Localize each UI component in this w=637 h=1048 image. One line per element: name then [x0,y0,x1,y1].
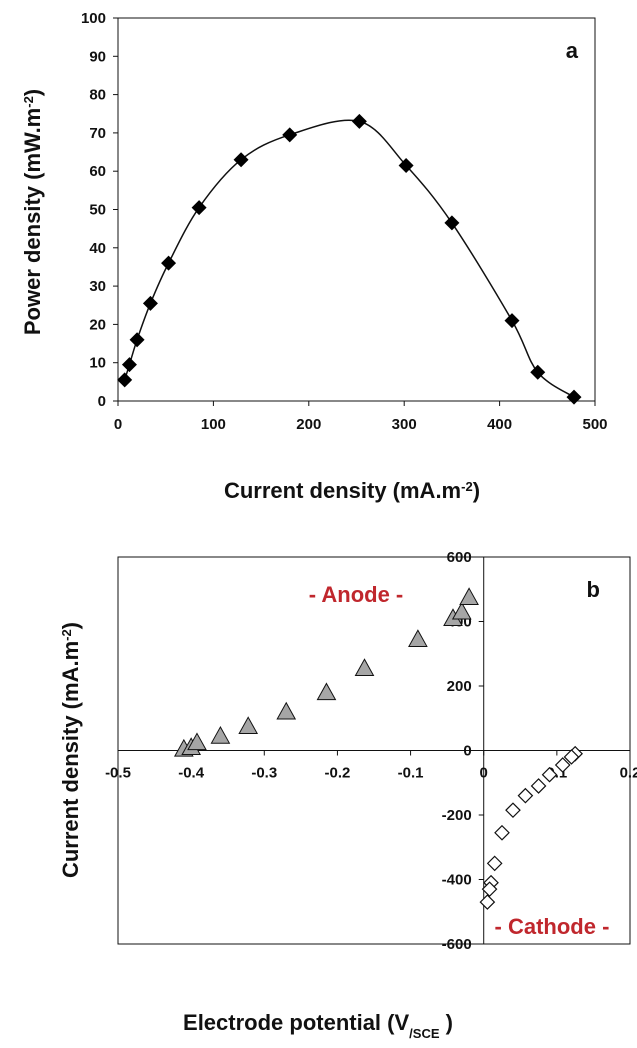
data-point-diamond [117,372,133,388]
y-tick-label: 10 [89,355,106,372]
data-point-diamond [191,200,207,216]
data-point-diamond [566,389,582,405]
y-tick-label: 30 [89,278,106,295]
y-tick-label: -200 [442,807,472,824]
y-tick-label: -600 [442,936,472,953]
data-point-diamond [444,215,460,231]
cathode-point-diamond [517,787,534,804]
data-point-diamond [351,113,367,129]
cathode-point-diamond [541,766,558,783]
panel-b: -0.5-0.4-0.3-0.2-0.100.10.26004002000-20… [58,549,637,1041]
x-tick-label: 0.2 [620,765,637,782]
anode-point-triangle [451,601,472,620]
y-axis-title-a: Power density (mW.m-2) [20,89,45,335]
x-tick-label: -0.3 [251,765,277,782]
x-tick-label: -0.4 [178,765,205,782]
anode-point-triangle [187,732,207,751]
y-axis-title-b: Current density (mA.m-2) [58,622,83,878]
x-tick-label: 0 [114,416,122,433]
x-axis-title-a: Current density (mA.m-2) [224,478,480,503]
power-density-curve [123,119,575,398]
y-tick-label: 80 [89,87,106,104]
x-tick-label: 100 [201,416,226,433]
anode-point-triangle [238,716,259,735]
cathode-point-diamond [505,802,521,819]
data-point-diamond [398,157,414,173]
cathode-point-diamond [481,881,498,898]
y-tick-label: 60 [89,163,106,180]
x-tick-label: -0.5 [105,765,131,782]
cathode-point-diamond [494,824,510,841]
x-tick-label: 200 [296,416,321,433]
cathode-point-diamond [479,894,496,910]
y-tick-label: 20 [89,316,106,333]
y-tick-label: -400 [442,872,472,889]
x-tick-label: 500 [582,416,607,433]
y-tick-label: 600 [447,549,472,566]
x-axis-title-b: Electrode potential (V/SCE ) [183,1010,453,1041]
cathode-point-diamond [486,855,503,872]
panel-a-label: a [566,38,579,63]
anode-point-triangle [459,587,479,606]
data-point-diamond [233,152,249,168]
data-point-diamond [282,127,298,143]
cathode-point-diamond [563,749,580,765]
anode-point-triangle [210,725,231,744]
anode-point-triangle [408,629,428,647]
panel-b-label: b [587,577,600,602]
y-tick-label: 100 [81,10,106,27]
plot-a-ticks: 0 10 20 30 40 50 60 70 80 90 100 0 100 200 300 400 500 [81,10,608,433]
x-tick-label: 300 [392,416,417,433]
cathode-point-diamond [554,757,571,773]
data-point-diamond [129,332,145,348]
y-tick-label: 200 [447,678,472,695]
y-tick-label: 0 [98,393,106,410]
anode-point-triangle [276,701,297,720]
data-point-diamond [161,255,177,271]
y-tick-label: 70 [89,125,106,142]
y-tick-label: 40 [89,240,106,257]
cathode-point-diamond [530,778,547,794]
x-tick-label: 0 [480,765,488,782]
x-tick-label: -0.1 [398,765,424,782]
y-tick-label: 90 [89,48,106,65]
x-tick-label: -0.2 [324,765,350,782]
anode-point-triangle [316,682,337,701]
panel-a: 0 10 20 30 40 50 60 70 80 90 100 0 100 200 300 400 500 a… [20,10,608,503]
data-point-diamond [142,295,158,311]
x-tick-label: 400 [487,416,512,433]
polarization-points [173,587,583,910]
data-point-diamond [530,364,546,380]
data-point-diamond [121,357,137,373]
y-tick-label: 0 [463,743,471,760]
y-tick-label: 50 [89,202,106,219]
anode-annotation: - Anode - [309,582,404,607]
cathode-annotation: - Cathode - [495,914,610,939]
anode-point-triangle [354,658,375,676]
data-point-diamond [504,313,520,329]
power-density-points [117,113,582,405]
